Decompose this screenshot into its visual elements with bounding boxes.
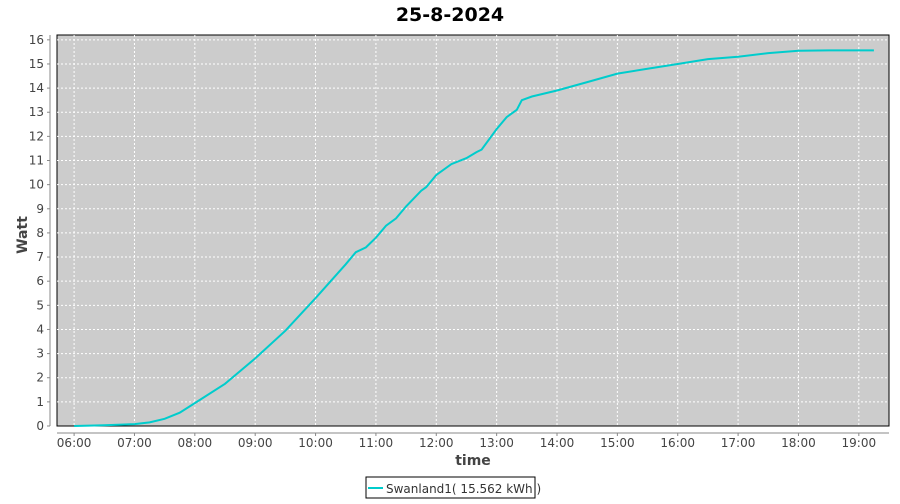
y-tick-label: 5 — [36, 298, 44, 312]
x-tick-label: 15:00 — [600, 436, 635, 450]
y-tick-label: 9 — [36, 202, 44, 216]
y-tick-label: 16 — [29, 33, 44, 47]
y-tick-label: 13 — [29, 105, 44, 119]
legend-entry: Swanland1( 15.562 kWh ) — [386, 482, 541, 496]
x-tick-label: 17:00 — [721, 436, 756, 450]
legend-box — [365, 476, 536, 499]
x-tick-label: 07:00 — [117, 436, 152, 450]
x-tick-label: 09:00 — [238, 436, 273, 450]
x-tick-label: 06:00 — [57, 436, 92, 450]
y-tick-label: 4 — [36, 322, 44, 336]
legend: Swanland1( 15.562 kWh ) — [365, 476, 541, 499]
chart-title: 25-8-2024 — [396, 4, 504, 26]
y-axis-label: Watt — [15, 216, 31, 254]
y-tick-label: 7 — [36, 250, 44, 264]
x-tick-label: 19:00 — [842, 436, 877, 450]
y-tick-label: 1 — [36, 395, 44, 409]
y-tick-label: 0 — [36, 419, 44, 433]
y-tick-label: 2 — [36, 371, 44, 385]
x-tick-label: 16:00 — [660, 436, 695, 450]
x-tick-label: 08:00 — [178, 436, 213, 450]
x-axis-label: time — [455, 453, 491, 469]
y-tick-label: 14 — [29, 81, 44, 95]
x-tick-label: 10:00 — [298, 436, 333, 450]
y-tick-label: 12 — [29, 129, 44, 143]
y-tick-label: 10 — [29, 178, 44, 192]
x-tick-label: 12:00 — [419, 436, 454, 450]
y-tick-label: 6 — [36, 274, 44, 288]
x-axis: 06:00 07:00 08:00 09:00 10:00 11:00 12:00 13:00… — [57, 432, 889, 450]
x-tick-label: 14:00 — [540, 436, 575, 450]
y-tick-label: 15 — [29, 57, 44, 71]
y-tick-label: 3 — [36, 347, 44, 361]
plot-area — [56, 34, 890, 427]
x-tick-label: 18:00 — [781, 436, 816, 450]
grid — [57, 35, 889, 426]
x-tick-label: 11:00 — [359, 436, 394, 450]
y-tick-label: 11 — [29, 154, 44, 168]
series-line-swanland1 — [74, 49, 874, 427]
x-tick-label: 13:00 — [479, 436, 514, 450]
y-tick-label: 8 — [36, 226, 44, 240]
